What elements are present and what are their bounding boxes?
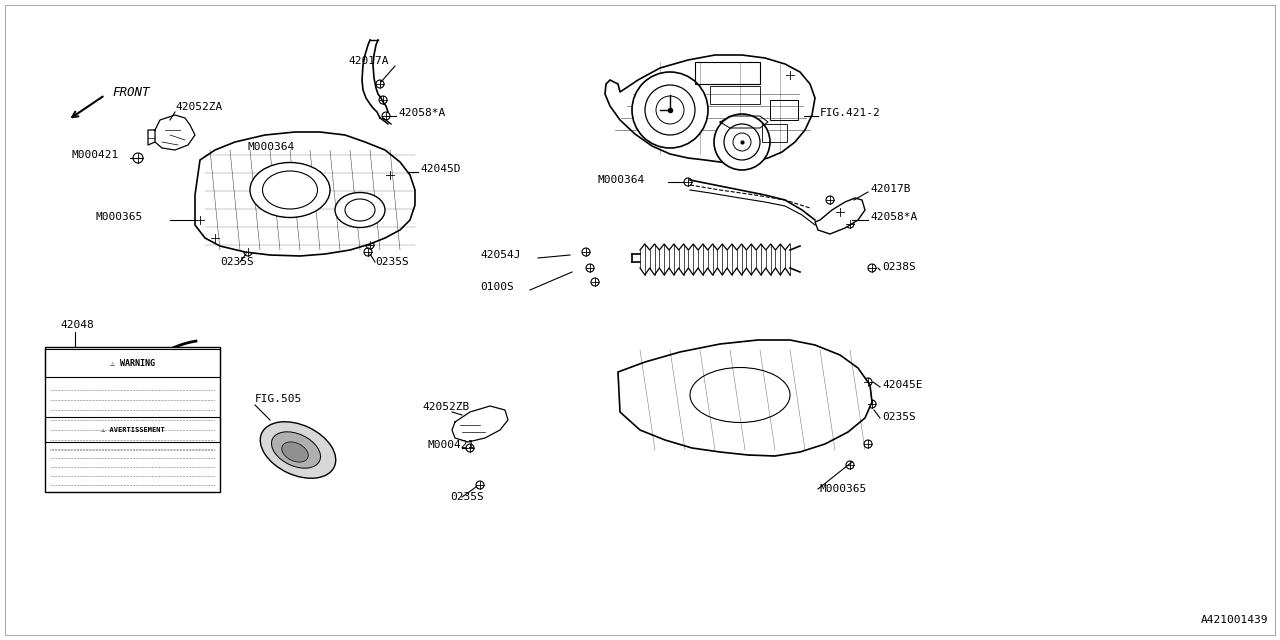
- Text: 42045E: 42045E: [882, 380, 923, 390]
- Text: FRONT: FRONT: [113, 86, 150, 99]
- Text: 0235S: 0235S: [451, 492, 484, 502]
- Text: 42017A: 42017A: [348, 56, 389, 66]
- Text: M000365: M000365: [95, 212, 142, 222]
- Text: M000421: M000421: [428, 440, 475, 450]
- Bar: [695, 62, 760, 84]
- Text: M000365: M000365: [820, 484, 868, 494]
- Text: 42058*A: 42058*A: [870, 212, 918, 222]
- Bar: [710, 86, 760, 104]
- Text: 0235S: 0235S: [882, 412, 915, 422]
- Ellipse shape: [282, 442, 308, 462]
- Text: 42017B: 42017B: [870, 184, 910, 194]
- Bar: [762, 124, 787, 142]
- Bar: [771, 100, 797, 120]
- Text: ⚠ WARNING: ⚠ WARNING: [110, 358, 155, 367]
- Ellipse shape: [335, 193, 385, 227]
- Polygon shape: [815, 198, 865, 234]
- Ellipse shape: [271, 432, 320, 468]
- Circle shape: [632, 72, 708, 148]
- Text: 0100S: 0100S: [480, 282, 513, 292]
- Text: 0235S: 0235S: [375, 257, 408, 267]
- Text: 42048: 42048: [60, 320, 93, 330]
- Text: ⚠ AVERTISSEMENT: ⚠ AVERTISSEMENT: [101, 427, 164, 433]
- Text: 42058*A: 42058*A: [398, 108, 445, 118]
- Text: FIG.421-2: FIG.421-2: [820, 108, 881, 118]
- Circle shape: [714, 114, 771, 170]
- Text: A421001439: A421001439: [1201, 615, 1268, 625]
- Text: M000364: M000364: [248, 142, 296, 152]
- Ellipse shape: [250, 163, 330, 218]
- Text: FIG.505: FIG.505: [255, 394, 302, 404]
- Bar: [45, 349, 220, 377]
- Text: 42052ZB: 42052ZB: [422, 402, 470, 412]
- Polygon shape: [195, 132, 415, 256]
- Bar: [45, 347, 220, 492]
- Ellipse shape: [260, 422, 335, 478]
- Polygon shape: [605, 55, 815, 164]
- Text: M000364: M000364: [598, 175, 645, 185]
- Text: 42045D: 42045D: [420, 164, 461, 174]
- Text: 42054J: 42054J: [480, 250, 521, 260]
- Text: 42052ZA: 42052ZA: [175, 102, 223, 112]
- Text: 0235S: 0235S: [220, 257, 253, 267]
- Text: 0238S: 0238S: [882, 262, 915, 272]
- Bar: [45, 417, 220, 442]
- Text: M000421: M000421: [72, 150, 119, 160]
- Polygon shape: [618, 340, 872, 456]
